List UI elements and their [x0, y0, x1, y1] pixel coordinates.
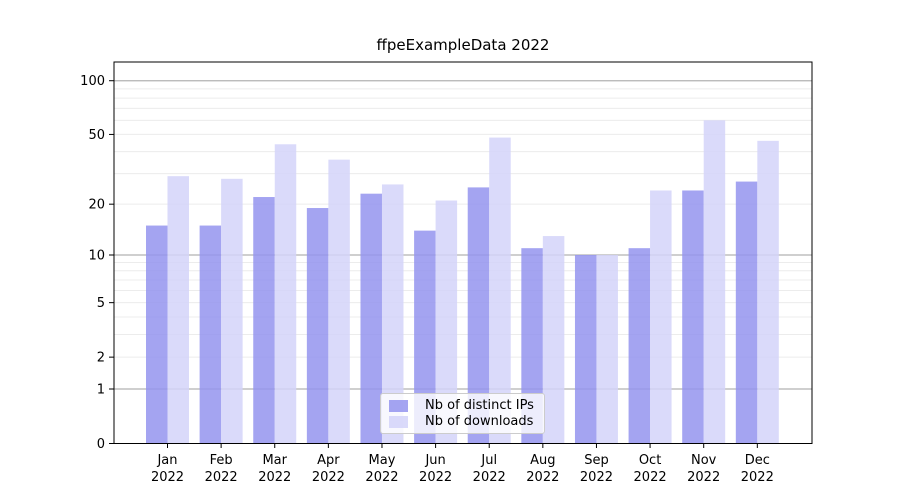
bar-downloads-oct — [650, 190, 672, 444]
legend-row-downloads: Nb of downloads — [389, 414, 536, 429]
legend-row-distinct-ips: Nb of distinct IPs — [389, 398, 536, 413]
bar-downloads-may — [381, 184, 404, 444]
plot-border — [113, 61, 813, 444]
x-tick-label-month-aug: Aug — [530, 453, 555, 468]
x-tick-label-month-apr: Apr — [317, 453, 340, 468]
bar-downloads-nov — [703, 120, 726, 444]
x-tick-label-month-sep: Sep — [584, 453, 609, 468]
bar-distinct-ips-oct — [628, 248, 651, 444]
x-tick-label-year-jan: 2022 — [151, 470, 184, 485]
x-tick-label-year-dec: 2022 — [741, 470, 774, 485]
bar-distinct-ips-sep — [574, 255, 597, 444]
bar-downloads-feb — [221, 178, 243, 444]
x-tick-label-year-apr: 2022 — [312, 470, 345, 485]
bar-distinct-ips-jun — [414, 230, 436, 444]
x-tick-label-month-may: May — [369, 453, 396, 468]
legend-swatch-ips-icon — [389, 399, 408, 412]
x-tick-label-year-feb: 2022 — [205, 470, 238, 485]
x-tick-label-year-oct: 2022 — [634, 470, 667, 485]
bar-downloads-mar — [274, 144, 297, 444]
bar-distinct-ips-dec — [735, 181, 758, 444]
bar-distinct-ips-feb — [199, 225, 222, 444]
x-tick-label-month-jul: Jul — [480, 453, 497, 468]
x-tick-label-month-dec: Dec — [745, 453, 770, 468]
x-tick-label-year-mar: 2022 — [258, 470, 291, 485]
x-tick-label-month-mar: Mar — [262, 453, 287, 468]
bar-distinct-ips-apr — [306, 208, 329, 444]
legend: Nb of distinct IPs Nb of downloads — [380, 393, 545, 434]
bar-downloads-dec — [757, 140, 779, 444]
bar-distinct-ips-mar — [253, 197, 275, 444]
x-tick-label-year-aug: 2022 — [526, 470, 559, 485]
x-tick-label-year-nov: 2022 — [687, 470, 720, 485]
bar-distinct-ips-may — [360, 193, 382, 444]
chart-title: ffpeExampleData 2022 — [376, 36, 550, 54]
x-tick-label-year-may: 2022 — [365, 470, 398, 485]
y-tick-label-20: 20 — [88, 198, 105, 213]
y-tick-label-10: 10 — [88, 249, 105, 264]
x-tick-label-month-jan: Jan — [156, 453, 177, 468]
y-tick-label-5: 5 — [97, 296, 105, 311]
x-tick-label-year-jul: 2022 — [473, 470, 506, 485]
bar-downloads-aug — [542, 236, 565, 444]
x-tick-label-year-sep: 2022 — [580, 470, 613, 485]
legend-label-distinct-ips: Nb of distinct IPs — [425, 398, 534, 413]
x-tick-label-month-feb: Feb — [210, 453, 233, 468]
bar-distinct-ips-jan — [146, 225, 168, 444]
x-tick-label-month-oct: Oct — [639, 453, 661, 468]
bar-downloads-apr — [328, 159, 350, 444]
bar-downloads-jan — [167, 176, 189, 444]
legend-swatch-downloads-icon — [389, 415, 408, 428]
bar-downloads-jun — [435, 200, 458, 444]
bar-distinct-ips-jul — [467, 187, 490, 444]
x-tick-label-month-jun: Jun — [424, 453, 445, 468]
legend-label-downloads: Nb of downloads — [425, 414, 534, 429]
x-tick-label-month-nov: Nov — [691, 453, 717, 468]
y-tick-label-100: 100 — [80, 74, 105, 89]
bar-downloads-sep — [596, 255, 618, 444]
y-tick-label-50: 50 — [88, 128, 105, 143]
y-tick-label-1: 1 — [97, 383, 105, 398]
bar-distinct-ips-nov — [682, 190, 704, 444]
x-tick-label-year-jun: 2022 — [419, 470, 452, 485]
y-tick-label-0: 0 — [97, 437, 105, 452]
y-tick-label-2: 2 — [97, 351, 105, 366]
bar-downloads-jul — [489, 137, 511, 444]
